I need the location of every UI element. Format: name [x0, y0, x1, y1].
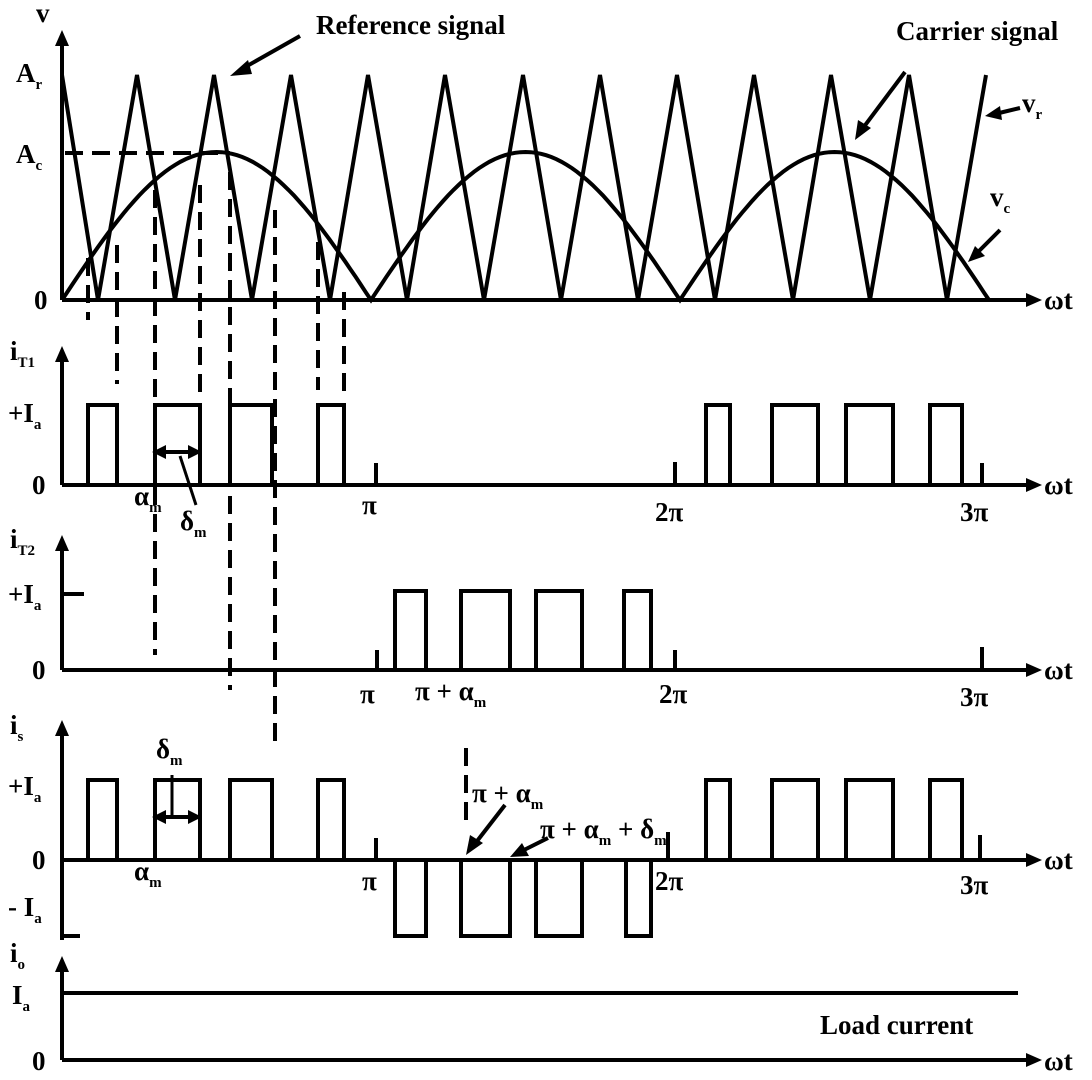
iT1-pi-label: π: [362, 490, 377, 520]
omega-t-label-v: ωt: [1044, 285, 1073, 315]
is-2pi-label: 2π: [655, 866, 684, 896]
projection-dashes: [86, 172, 346, 745]
iT1-axis-arrow: [55, 346, 69, 362]
iT2-panel: iT2 +Ia 0 ωt π π + αm 2π 3π: [8, 524, 1073, 712]
iT2-pi-label: π: [360, 679, 375, 709]
zero-label-v: 0: [34, 285, 48, 315]
iT2-label: iT2: [10, 524, 35, 559]
iT2-plus-Ia-label: +Ia: [8, 579, 42, 614]
carrier-triangle-wave: [60, 74, 988, 301]
iT2-omega-t: ωt: [1044, 655, 1073, 685]
iT1-pulse-train: [62, 403, 964, 487]
is-3pi-label: 3π: [960, 870, 989, 900]
is-delta-arrowhead-right: [188, 810, 202, 824]
is-zero-label: 0: [32, 845, 46, 875]
iT2-2pi-label: 2π: [659, 679, 688, 709]
is-panel: is δm +Ia 0 - Ia ωt αm π 2π 3π π + αm π …: [8, 710, 1073, 940]
is-pi-plus-alpha-label: π + αm: [472, 778, 544, 813]
carrier-signal-label: Carrier signal: [896, 16, 1059, 46]
is-delta-label: δm: [156, 734, 183, 769]
carrier-signal-arrow: [858, 70, 907, 134]
is-axis-arrow: [55, 720, 69, 736]
is-omega-t: ωt: [1044, 845, 1073, 875]
iT2-3pi-label: 3π: [960, 682, 989, 712]
voltage-panel: v Ar Ac 0 ωt Reference signal Carrier si…: [16, 0, 1073, 315]
iT1-label: iT1: [10, 336, 35, 371]
iT1-3pi-label: 3π: [960, 497, 989, 527]
reference-signal-label: Reference signal: [316, 10, 506, 40]
is-minus-Ia-label: - Ia: [8, 892, 42, 927]
vr-arrowhead: [985, 106, 1002, 120]
iT1-2pi-label: 2π: [655, 497, 684, 527]
reference-signal-arrowhead: [230, 60, 252, 76]
iT1-zero-label: 0: [32, 470, 46, 500]
load-current-label: Load current: [820, 1010, 973, 1040]
vr-label: vr: [1022, 88, 1043, 123]
is-pulse-train: [62, 778, 964, 938]
is-pi-plus-alpha-delta-arrowhead: [510, 843, 529, 857]
iT2-axis-x-arrow: [1026, 663, 1042, 677]
ar-label: Ar: [16, 58, 43, 93]
iT1-panel: iT1 +Ia 0 ωt αm δm π 2π 3π: [8, 336, 1073, 541]
iT2-zero-label: 0: [32, 655, 46, 685]
vc-label: vc: [990, 182, 1011, 217]
iT1-delta-pointer: [178, 455, 198, 506]
io-label: io: [10, 938, 25, 973]
io-Ia-label: Ia: [12, 980, 31, 1015]
io-axis-x-arrow: [1026, 1053, 1042, 1067]
is-pi-plus-alpha-arrow: [472, 803, 507, 847]
iT1-alpha-label: αm: [134, 481, 162, 516]
is-alpha-label: αm: [134, 856, 162, 891]
v-axis-x-arrow: [1026, 293, 1042, 307]
is-pi-plus-alpha-arrowhead: [466, 835, 483, 855]
iT1-plus-Ia-label: +Ia: [8, 398, 42, 433]
iT1-axis-x-arrow: [1026, 478, 1042, 492]
v-axis-arrow: [55, 30, 69, 46]
is-pi-plus-alpha-delta-label: π + αm + δm: [540, 814, 667, 849]
iT2-pi-plus-alpha-label: π + αm: [415, 676, 487, 711]
io-axis-arrow: [55, 956, 69, 972]
is-axis-x-arrow: [1026, 853, 1042, 867]
iT1-omega-t: ωt: [1044, 470, 1073, 500]
v-axis-label: v: [36, 0, 50, 28]
reference-signal-arrow: [239, 34, 301, 72]
carrier-signal-arrowhead: [855, 120, 871, 140]
is-pi-label: π: [362, 866, 377, 896]
iT1-delta-arrowhead-right: [188, 445, 202, 459]
iT1-delta-label: δm: [180, 506, 207, 541]
is-label: is: [10, 710, 24, 745]
is-delta-arrowhead-left: [152, 810, 166, 824]
ac-label: Ac: [16, 139, 43, 174]
iT2-axis-arrow: [55, 535, 69, 551]
io-panel: io Ia 0 ωt Load current: [10, 938, 1073, 1076]
io-zero-label: 0: [32, 1046, 46, 1076]
io-omega-t: ωt: [1044, 1046, 1073, 1076]
vc-arrowhead: [968, 246, 985, 262]
iT2-pulse-train: [62, 589, 653, 672]
iT1-delta-arrowhead-left: [152, 445, 166, 459]
is-plus-Ia-label: +Ia: [8, 771, 42, 806]
